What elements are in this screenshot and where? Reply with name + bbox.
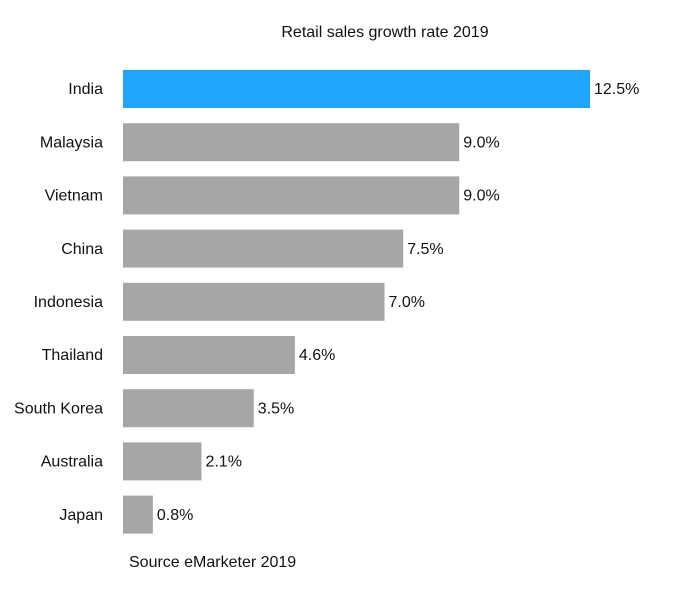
- category-label: Australia: [41, 454, 103, 471]
- bar: [123, 336, 295, 374]
- value-label: 3.5%: [258, 400, 294, 417]
- category-label: China: [61, 241, 103, 258]
- value-label: 7.5%: [407, 241, 443, 258]
- bar: [123, 123, 460, 162]
- bar: [123, 442, 202, 481]
- value-label: 12.5%: [594, 81, 639, 98]
- value-label: 2.1%: [205, 454, 241, 471]
- chart-title: Retail sales growth rate 2019: [281, 24, 488, 41]
- value-label: 0.8%: [157, 507, 193, 524]
- category-label: Vietnam: [45, 188, 103, 205]
- bar: [123, 70, 590, 108]
- value-label: 9.0%: [463, 188, 499, 205]
- category-label: South Korea: [14, 400, 103, 417]
- source-note: Source eMarketer 2019: [129, 554, 296, 571]
- category-label: Japan: [59, 507, 103, 524]
- category-label: Indonesia: [34, 294, 103, 311]
- bar: [123, 176, 460, 215]
- bar: [123, 389, 254, 428]
- value-label: 4.6%: [299, 347, 335, 364]
- category-label: Malaysia: [40, 134, 103, 151]
- category-label: India: [68, 81, 103, 98]
- category-label: Thailand: [42, 347, 103, 364]
- bar: [123, 495, 153, 534]
- bar: [123, 229, 404, 268]
- bar: [123, 282, 385, 321]
- value-label: 9.0%: [463, 134, 499, 151]
- value-label: 7.0%: [389, 294, 425, 311]
